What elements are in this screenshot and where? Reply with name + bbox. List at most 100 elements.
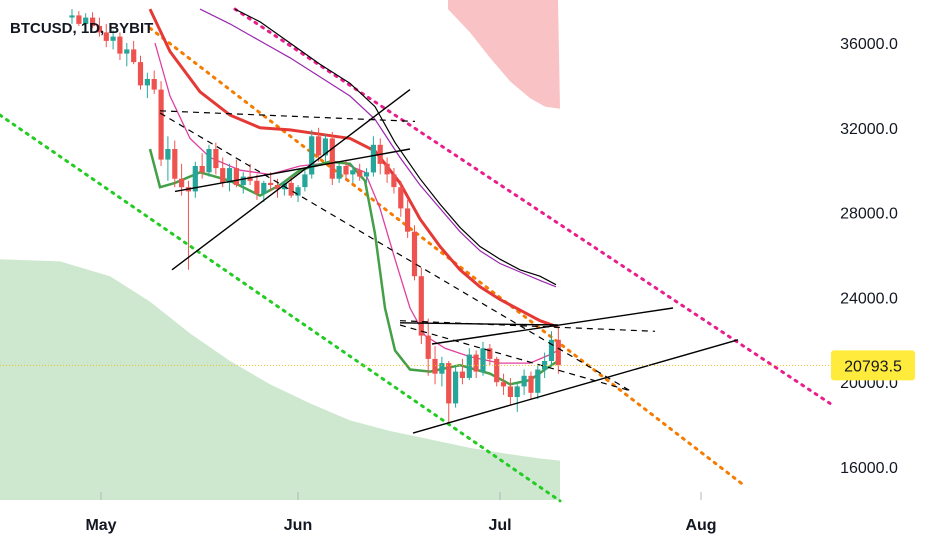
candle-body [131,49,137,63]
last-price-box [831,350,915,381]
candle-body [90,17,96,27]
candle-body [548,339,555,361]
y-tick-label: 28000.0 [840,206,898,223]
candle-body [179,178,185,188]
y-tick-label: 32000.0 [840,121,898,138]
candle [555,327,561,374]
candle-body [124,49,130,54]
candle [199,153,205,179]
candle-body [83,17,89,24]
candle-body [439,363,445,374]
candle-body [453,371,459,404]
x-axis[interactable]: May Jun Jul Aug [85,492,717,534]
candle-body [425,335,431,359]
candle [261,180,267,202]
candle-body [268,182,274,185]
candle [151,70,157,94]
candle-body [110,36,116,41]
candle-body [405,208,411,232]
candle-body [535,369,541,393]
candle [96,17,102,37]
candle [316,127,322,162]
trendline-dashed [399,320,656,332]
candle-body [274,185,281,190]
candle [370,136,376,177]
candle [247,163,253,185]
candle-body [165,149,171,160]
candle-body [213,149,219,169]
candle-body [418,276,424,336]
candle-body [528,375,534,393]
last-price-label: 20793.5 [831,350,915,381]
candle-body [500,382,507,387]
candle [528,371,534,400]
candle-body [192,166,198,192]
candle [254,174,260,200]
candle [110,30,116,50]
candle [514,382,520,412]
last-price-value: 20793.5 [844,358,902,375]
candle-body [336,166,342,179]
red-cloud-band [448,0,560,109]
candle-body [240,176,246,186]
trendline-dashed [159,112,631,392]
candle [192,161,198,198]
candle [343,159,349,181]
candle [213,142,219,175]
candle [377,138,383,175]
candle-body [350,170,356,175]
candle [425,318,431,376]
candle [302,170,308,192]
candle-body [254,180,260,194]
cloud-bands [0,0,560,500]
candle [83,13,89,31]
trendline-dashed [399,324,631,392]
candle-body [220,168,226,183]
candle-body [555,339,561,366]
y-axis[interactable]: 16000.020000.024000.028000.032000.036000… [840,36,898,477]
candle-body [391,174,397,188]
candle [480,341,486,376]
candle-body [76,15,82,24]
candle-body [466,354,472,378]
candle-body [144,79,150,86]
candle-body [309,136,315,175]
candle-body [514,386,520,397]
candle [446,361,452,423]
candle [391,168,397,194]
candle [487,344,493,366]
y-tick-label: 24000.0 [840,290,898,307]
candle-body [487,348,493,359]
candle-body [343,166,349,175]
candle [405,199,411,238]
candle [131,40,137,65]
candle [76,11,82,26]
candle [69,9,75,24]
ma-black-line [234,8,557,286]
candle [548,331,555,366]
trendline-solid [412,339,739,434]
ema-green-line [148,148,559,386]
candle-body [261,182,267,194]
candle [453,365,459,408]
candle-body [247,176,253,181]
candle-body [363,172,370,177]
candle-body [151,79,157,90]
candle [124,43,130,67]
trendline-solid [174,148,411,193]
candle [103,23,109,48]
x-tick-label: Jun [284,517,312,534]
candle [295,185,301,202]
candle-body [172,149,178,179]
candle-body [69,15,75,18]
candle-body [316,136,322,156]
candle-body [103,32,109,41]
candle [521,369,527,395]
candle [226,163,233,192]
candle [329,132,335,185]
candle [398,180,404,217]
candle-body [507,386,513,397]
candle-body [459,371,465,378]
trendline-dashed [159,110,416,122]
